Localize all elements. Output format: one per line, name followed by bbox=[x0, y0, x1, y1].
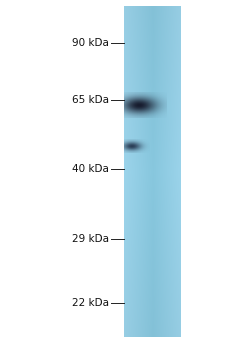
Text: 65 kDa: 65 kDa bbox=[72, 95, 109, 105]
Text: 90 kDa: 90 kDa bbox=[72, 38, 109, 48]
Text: 40 kDa: 40 kDa bbox=[72, 163, 109, 174]
Text: 22 kDa: 22 kDa bbox=[72, 298, 109, 308]
Text: 29 kDa: 29 kDa bbox=[72, 234, 109, 244]
